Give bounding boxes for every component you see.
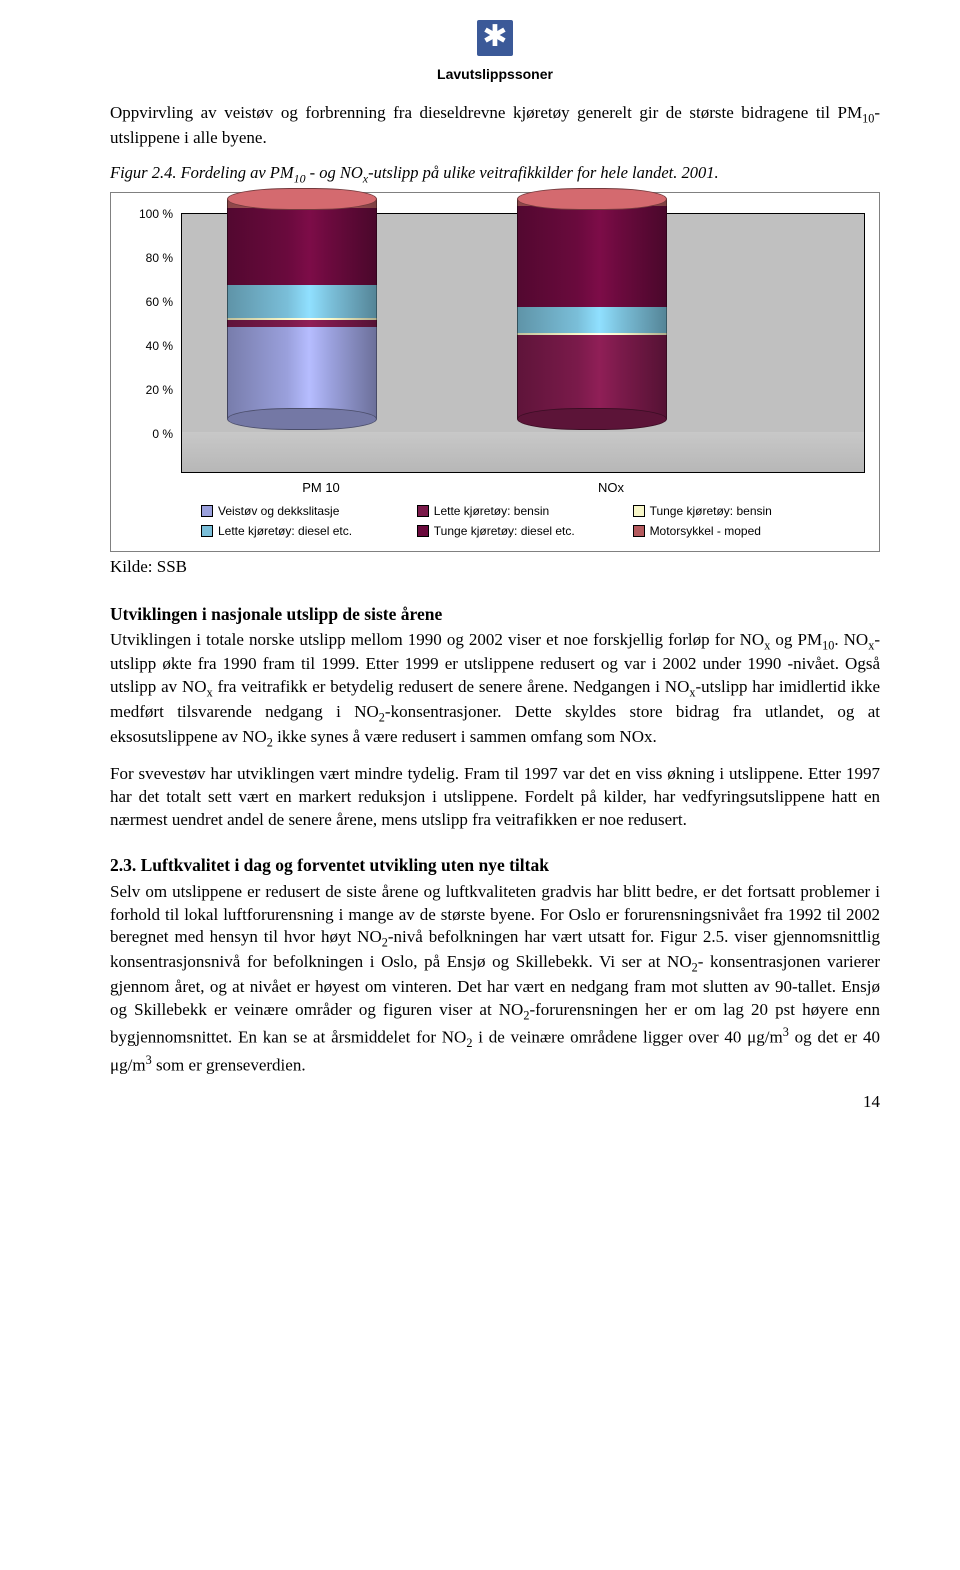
body-paragraph-3: Selv om utslippene er redusert de siste … [110,881,880,1078]
text: Figur 2.4. Fordeling av PM [110,163,294,182]
subscript: 10 [294,171,306,185]
legend-label: Veistøv og dekkslitasje [218,503,339,519]
page-number: 14 [110,1091,880,1114]
legend-swatch [417,505,429,517]
y-axis-tick: 20 % [123,382,173,398]
legend-swatch [201,525,213,537]
body-paragraph-1: Utviklingen i totale norske utslipp mell… [110,629,880,752]
section-subheading: Utviklingen i nasjonale utslipp de siste… [110,603,880,627]
legend-item: Veistøv og dekkslitasje [201,503,417,519]
cylinder-bottom-cap [517,408,667,430]
text: Utviklingen i totale norske utslipp mell… [110,630,764,649]
legend-item: Motorsykkel - moped [633,523,849,539]
legend-swatch [633,525,645,537]
cylinder-segment [517,307,667,333]
cylinder-top-cap [227,188,377,210]
legend-item: Lette kjøretøy: bensin [417,503,633,519]
body-paragraph-2: For svevestøv har utviklingen vært mindr… [110,763,880,832]
cylinder-bar [517,188,667,430]
chart-legend: Veistøv og dekkslitasje Lette kjøretøy: b… [201,503,849,543]
legend-label: Motorsykkel - moped [650,523,761,539]
snowflake-icon [477,20,513,56]
legend-swatch [417,525,429,537]
text: Oppvirvling av veistøv og forbrenning fr… [110,103,862,122]
intro-paragraph: Oppvirvling av veistøv og forbrenning fr… [110,102,880,150]
x-axis-label: PM 10 [302,479,340,497]
y-axis-tick: 0 % [123,426,173,442]
legend-swatch [633,505,645,517]
legend-label: Tunge kjøretøy: diesel etc. [434,523,575,539]
legend-label: Lette kjøretøy: bensin [434,503,549,519]
cylinder-segment [227,285,377,318]
cylinder-segment [227,208,377,285]
legend-label: Lette kjøretøy: diesel etc. [218,523,352,539]
legend-item: Lette kjøretøy: diesel etc. [201,523,417,539]
text: - og NO [306,163,363,182]
cylinder-segment [517,206,667,307]
figure-caption: Figur 2.4. Fordeling av PM10 - og NOx-ut… [110,162,880,186]
y-axis-tick: 60 % [123,294,173,310]
plot-area [181,213,865,473]
emissions-chart: 0 % 20 % 40 % 60 % 80 % 100 % PM 10 NOx Veistø… [110,192,880,552]
text: fra veitrafikk er betydelig redusert de … [213,677,690,696]
source-label: Kilde: SSB [110,556,880,579]
cylinder-segment [227,320,377,327]
cylinder-segment [517,335,667,419]
cylinder-segment [227,327,377,419]
text: og PM [770,630,822,649]
text: i de veinære områdene ligger over 40 μg/… [472,1028,782,1047]
header-logo [110,20,880,63]
header-title: Lavutslippssoner [110,65,880,84]
text: som er grenseverdien. [152,1055,306,1074]
legend-label: Tunge kjøretøy: bensin [650,503,772,519]
section-heading: 2.3. Luftkvalitet i dag og forventet utv… [110,854,880,878]
cylinder-top-cap [517,188,667,210]
plot-floor [182,432,864,472]
y-axis-tick: 80 % [123,250,173,266]
text: -utslipp på ulike veitrafikkilder for he… [368,163,719,182]
subscript: 10 [862,111,874,125]
y-axis-tick: 100 % [123,206,173,222]
legend-item: Tunge kjøretøy: bensin [633,503,849,519]
text: . NO [834,630,868,649]
legend-swatch [201,505,213,517]
text: ikke synes å være redusert i sammen omfa… [273,727,657,746]
cylinder-bar [227,188,377,430]
y-axis-tick: 40 % [123,338,173,354]
cylinder-bottom-cap [227,408,377,430]
x-axis-label: NOx [598,479,624,497]
legend-item: Tunge kjøretøy: diesel etc. [417,523,633,539]
subscript: 10 [822,638,834,652]
